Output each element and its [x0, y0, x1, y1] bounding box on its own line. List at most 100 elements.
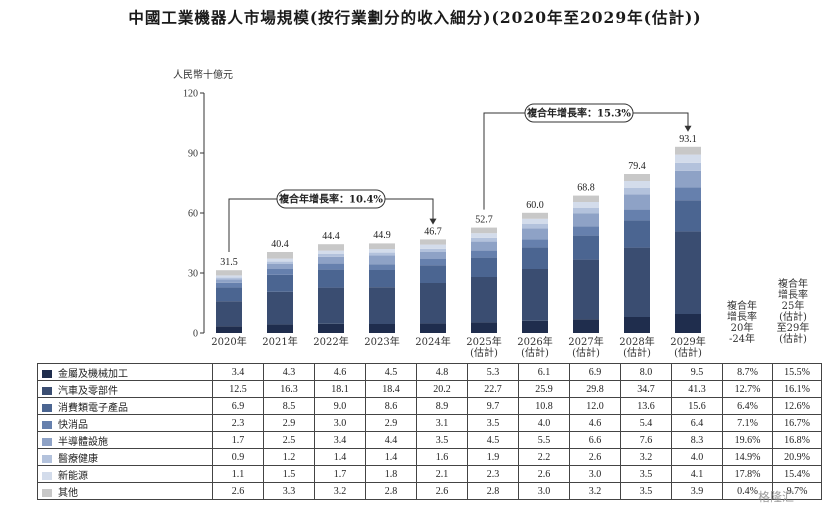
bar-segment [675, 146, 701, 155]
bar-segment [267, 269, 293, 275]
bar-segment [573, 202, 599, 208]
value-cell: 1.8 [365, 465, 417, 483]
value-cell: 15.6 [671, 397, 723, 415]
cagr-cell: 16.8% [772, 431, 822, 449]
bar-segment [369, 270, 395, 288]
cagr-arrow-head [429, 218, 437, 225]
cagr-arrow-head [684, 125, 692, 132]
watermark-logo: 格隆汇 [758, 490, 795, 504]
y-tick-label: 60 [188, 209, 198, 220]
bar-segment [675, 200, 701, 232]
value-cell: 3.5 [416, 431, 468, 449]
cagr-column-header: 複合年 [778, 277, 808, 290]
cagr-column-header: 至29年 [777, 321, 810, 334]
bar-segment [267, 274, 293, 292]
value-cell: 12.5 [212, 380, 264, 398]
series-name-cell: 其他 [37, 482, 213, 500]
x-tick-label: (估計) [572, 346, 600, 359]
bar-segment [471, 233, 497, 238]
value-cell: 4.5 [467, 431, 519, 449]
value-cell: 3.5 [620, 465, 672, 483]
value-cell: 0.9 [212, 448, 264, 466]
cagr-column-header: 25年 [782, 299, 805, 312]
bar-segment [267, 324, 293, 333]
bar-segment [624, 188, 650, 195]
bar-segment [471, 227, 497, 234]
value-cell: 8.9 [416, 397, 468, 415]
bar-segment [471, 257, 497, 277]
bar-segment [522, 269, 548, 321]
value-cell: 9.5 [671, 363, 723, 381]
bar-segment [675, 231, 701, 314]
table-row: 金屬及機械加工 3.4 4.3 4.6 4.5 4.8 5.3 6.1 6.9 8.0 9.5 8.7… [37, 363, 822, 381]
cagr-annotation-box [276, 189, 386, 209]
bar-segment [318, 256, 344, 264]
total-label: 68.8 [577, 182, 595, 193]
table-row: 消費類電子產品 6.9 8.5 9.0 8.6 8.9 9.7 10.8 12.0 13.6 15.… [37, 397, 822, 415]
cagr-column-header: 增長率 [778, 288, 808, 301]
bar-segment [369, 264, 395, 270]
x-tick-label: 2022年 [313, 335, 348, 348]
value-cell: 1.6 [416, 448, 468, 466]
value-cell: 8.3 [671, 431, 723, 449]
series-name-cell: 快消品 [37, 414, 213, 432]
value-cell: 18.1 [314, 380, 366, 398]
bar-segment [369, 324, 395, 333]
value-cell: 4.1 [671, 465, 723, 483]
bar-segment [318, 269, 344, 288]
value-cell: 4.6 [314, 363, 366, 381]
total-label: 44.9 [373, 230, 391, 241]
value-cell: 3.0 [569, 465, 621, 483]
bar-segment [216, 277, 242, 280]
cagr-annotation-label: 複合年增長率：15.3% [526, 107, 631, 120]
bar-segment [216, 282, 242, 288]
bar-segment [420, 248, 446, 252]
bar-segment [675, 170, 701, 188]
series-name: 其他 [58, 487, 78, 499]
x-tick-label: 2021年 [262, 335, 297, 348]
bar-segment [216, 301, 242, 327]
bar-segment [471, 241, 497, 251]
bar-segment [216, 326, 242, 333]
value-cell: 4.6 [569, 414, 621, 432]
value-cell: 5.5 [518, 431, 570, 449]
value-cell: 1.4 [365, 448, 417, 466]
value-cell: 4.0 [518, 414, 570, 432]
value-cell: 4.3 [263, 363, 315, 381]
value-cell: 4.5 [365, 363, 417, 381]
table-row: 醫療健康 0.9 1.2 1.4 1.4 1.6 1.9 2.2 2.6 3.2 4.0 14.9% 2… [37, 448, 822, 466]
value-cell: 3.0 [314, 414, 366, 432]
total-label: 46.7 [424, 227, 442, 238]
bar-segment [624, 174, 650, 181]
value-cell: 1.5 [263, 465, 315, 483]
bar-segment [267, 264, 293, 269]
y-tick-label: 90 [188, 149, 198, 160]
y-axis-unit-label: 人民幣十億元 [173, 70, 233, 81]
bar-segment [216, 275, 242, 278]
bar-segment [369, 249, 395, 253]
x-tick-label: 2020年 [211, 335, 246, 348]
cagr-cell: 17.8% [722, 465, 773, 483]
series-name-cell: 醫療健康 [37, 448, 213, 466]
legend-swatch [42, 489, 52, 498]
series-name: 汽車及零部件 [58, 385, 118, 397]
bar-segment [216, 279, 242, 283]
cagr-column-header: 20年 [731, 321, 754, 334]
x-tick-label: (估計) [623, 346, 651, 359]
series-name-cell: 半導體設施 [37, 431, 213, 449]
value-cell: 1.4 [314, 448, 366, 466]
value-cell: 3.2 [314, 482, 366, 500]
legend-swatch [42, 370, 52, 379]
cagr-column-header: (估計) [779, 332, 807, 345]
series-name: 醫療健康 [58, 453, 98, 465]
value-cell: 6.6 [569, 431, 621, 449]
cagr-annotation-box [524, 103, 634, 123]
cagr-column-header: 複合年 [727, 299, 757, 312]
bar-segment [624, 181, 650, 188]
x-tick-label: 2029年 [670, 335, 705, 348]
bar-segment [216, 287, 242, 302]
value-cell: 9.0 [314, 397, 366, 415]
x-tick-label: 2026年 [517, 335, 552, 348]
bar-segment [522, 228, 548, 240]
x-tick-label: 2023年 [364, 335, 399, 348]
